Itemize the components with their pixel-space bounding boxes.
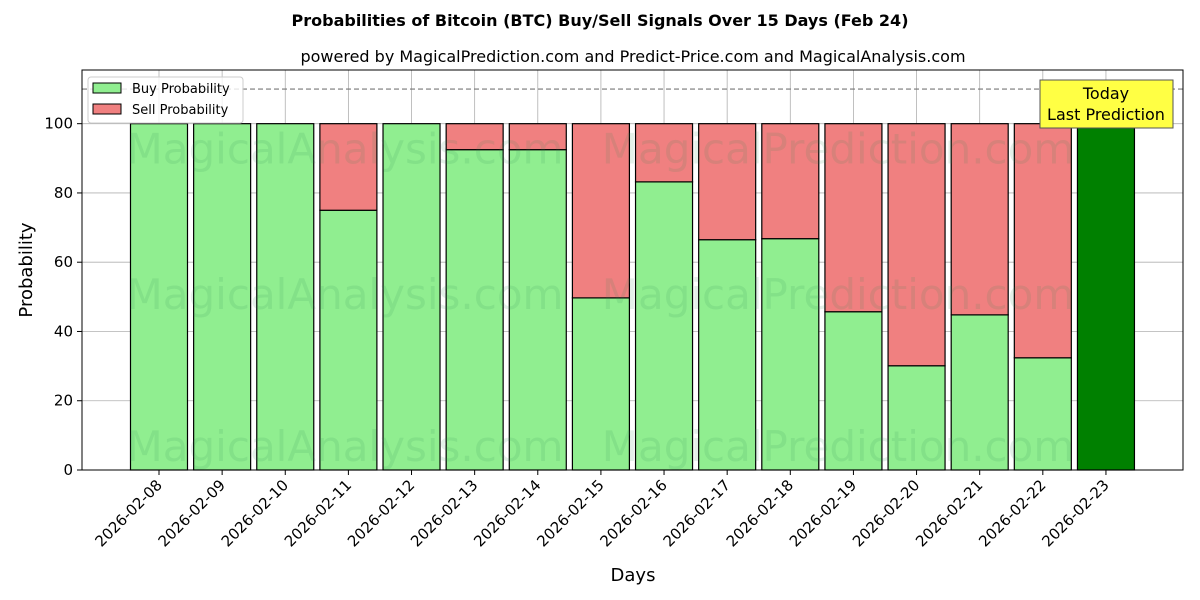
chart-title: Probabilities of Bitcoin (BTC) Buy/Sell … bbox=[292, 11, 909, 30]
buy-bar bbox=[508, 149, 567, 471]
x-axis-label: Days bbox=[611, 565, 656, 586]
sell-bar bbox=[1013, 123, 1072, 359]
buy-bar bbox=[824, 311, 883, 471]
annotation-line2: Last Prediction bbox=[1047, 105, 1165, 124]
buy-bar bbox=[571, 297, 631, 471]
x-tick-label: 2026-02-08 bbox=[91, 476, 165, 550]
watermark: MagicalAnalysis.com bbox=[127, 124, 564, 173]
y-tick-label: 100 bbox=[44, 115, 73, 133]
y-tick-label: 20 bbox=[54, 392, 73, 410]
x-tick-label: 2026-02-22 bbox=[975, 476, 1049, 550]
x-tick-label: 2026-02-10 bbox=[218, 476, 292, 550]
sell-bar bbox=[571, 123, 631, 299]
annotation-line1: Today bbox=[1082, 84, 1129, 103]
sell-bar bbox=[950, 123, 1009, 316]
buy-bar bbox=[950, 314, 1009, 471]
sell-bar bbox=[761, 123, 820, 240]
buy-bar bbox=[382, 123, 441, 471]
legend: Buy Probability Sell Probability bbox=[87, 76, 244, 124]
x-tick-label: 2026-02-11 bbox=[281, 476, 355, 550]
sell-bar bbox=[698, 123, 757, 241]
today-annotation: Today Last Prediction bbox=[1039, 79, 1174, 129]
sell-bar bbox=[508, 123, 567, 151]
buy-bar bbox=[634, 181, 694, 471]
chart-subtitle: powered by MagicalPrediction.com and Pre… bbox=[300, 47, 965, 66]
sell-bar bbox=[319, 123, 378, 211]
buy-bar bbox=[1076, 123, 1136, 471]
x-tick-label: 2026-02-19 bbox=[786, 476, 860, 550]
buy-bar bbox=[887, 365, 946, 471]
sell-bar bbox=[634, 123, 694, 183]
sell-bar bbox=[445, 123, 504, 151]
plot-frame bbox=[81, 69, 1184, 471]
x-tick-label: 2026-02-20 bbox=[849, 476, 923, 550]
y-tick-label: 80 bbox=[54, 184, 73, 202]
x-tick-label: 2026-02-17 bbox=[660, 476, 734, 550]
x-tick-label: 2026-02-18 bbox=[723, 476, 797, 550]
x-tick-label: 2026-02-09 bbox=[155, 476, 229, 550]
y-tick-label: 60 bbox=[54, 253, 73, 271]
x-tick-label: 2026-02-12 bbox=[344, 476, 418, 550]
x-tick-label: 2026-02-23 bbox=[1038, 476, 1112, 550]
buy-bar bbox=[1013, 357, 1072, 471]
sell-bar bbox=[824, 123, 883, 313]
legend-label-sell: Sell Probability bbox=[132, 103, 229, 118]
watermark: MagicalPrediction.com bbox=[602, 270, 1075, 319]
buy-bar bbox=[445, 149, 504, 471]
x-tick-label: 2026-02-21 bbox=[912, 476, 986, 550]
legend-label-buy: Buy Probability bbox=[132, 82, 230, 97]
sell-bar bbox=[887, 123, 946, 367]
buy-bar bbox=[698, 239, 757, 471]
buy-bar bbox=[761, 238, 820, 471]
legend-swatch-sell bbox=[92, 103, 122, 115]
x-tick-label: 2026-02-13 bbox=[407, 476, 481, 550]
x-tick-label: 2026-02-14 bbox=[470, 476, 544, 550]
watermark: MagicalPrediction.com bbox=[602, 124, 1075, 173]
y-axis-label: Probability bbox=[16, 222, 37, 317]
watermark: MagicalAnalysis.com bbox=[127, 422, 564, 471]
buy-bar bbox=[256, 123, 315, 471]
x-tick-label: 2026-02-16 bbox=[596, 476, 670, 550]
y-tick-label: 0 bbox=[63, 461, 73, 479]
x-tick-label: 2026-02-15 bbox=[533, 476, 607, 550]
watermark: MagicalPrediction.com bbox=[602, 422, 1075, 471]
y-tick-label: 40 bbox=[54, 322, 73, 340]
legend-swatch-buy bbox=[92, 82, 122, 94]
watermark: MagicalAnalysis.com bbox=[127, 270, 564, 319]
